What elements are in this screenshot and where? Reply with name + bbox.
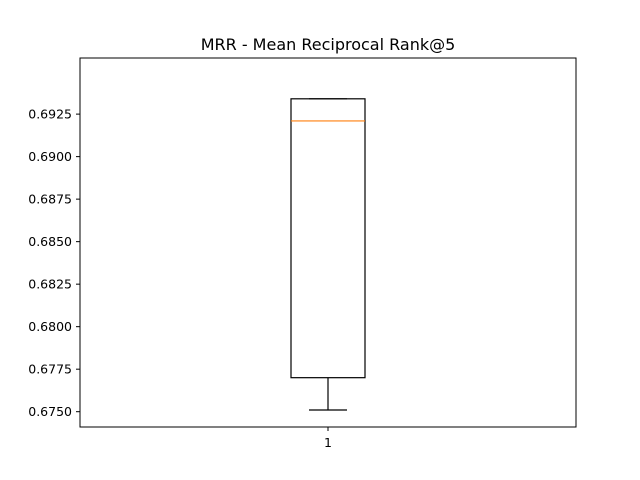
y-tick-label: 0.6775 [28, 362, 72, 377]
y-tick-label: 0.6925 [28, 107, 72, 122]
plot-area: 0.6750 0.6775 0.6800 0.6825 0.6850 0.6875 0.69… [28, 57, 577, 450]
x-tick-label: 1 [324, 435, 332, 450]
y-tick-label: 0.6825 [28, 277, 72, 292]
y-tick-label: 0.6900 [28, 149, 72, 164]
box-iqr [290, 98, 366, 379]
y-tick-label: 0.6750 [28, 404, 72, 419]
y-tick-label: 0.6850 [28, 234, 72, 249]
y-tick-label: 0.6875 [28, 192, 72, 207]
chart-title: MRR - Mean Reciprocal Rank@5 [201, 35, 456, 54]
y-tick-label: 0.6800 [28, 319, 72, 334]
